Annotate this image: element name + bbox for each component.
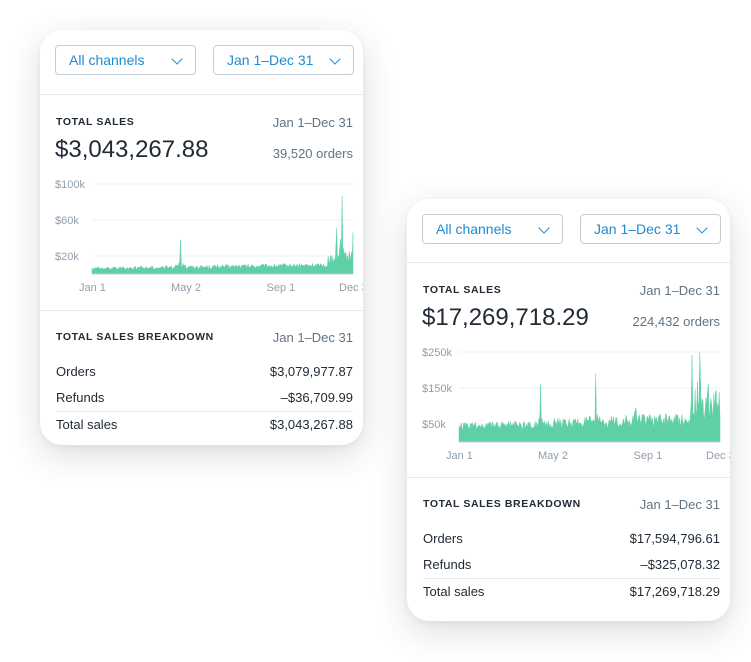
sales-area [458,351,721,443]
divider [40,94,363,95]
divider [407,262,730,263]
row-divider [423,578,720,579]
x-tick-label: Jan 1 [79,282,106,294]
channel-select-value: All channels [69,52,145,68]
breakdown-row-orders: Orders $3,079,977.87 [56,359,353,385]
chevron-down-icon [329,53,341,65]
channel-select-value: All channels [436,221,512,237]
sales-chart: $250k $150k $50k Jan 1 May 2 Sep 1 Dec 3 [422,344,730,464]
breakdown-row-refunds: Refunds –$325,078.32 [423,552,720,578]
row-label: Orders [56,364,96,379]
total-sales-title: TOTAL SALES [423,284,502,296]
chart-svg: $100k $60k $20k Jan 1 May 2 Sep 1 Dec 3 [55,179,363,294]
row-label: Total sales [56,417,118,432]
sales-card-1: All channels Jan 1–Dec 31 TOTAL SALES Ja… [40,30,363,445]
x-tick-label: Sep 1 [634,450,663,462]
row-divider [56,411,353,412]
row-label: Orders [423,531,463,546]
date-range-select[interactable]: Jan 1–Dec 31 [580,214,721,244]
date-range-select[interactable]: Jan 1–Dec 31 [213,45,354,75]
y-tick-label: $50k [422,419,446,431]
x-tick-label: May 2 [171,282,201,294]
breakdown-row-orders: Orders $17,594,796.61 [423,526,720,552]
breakdown-date: Jan 1–Dec 31 [272,330,353,345]
y-tick-label: $100k [55,179,85,191]
filters: All channels Jan 1–Dec 31 [55,45,354,77]
divider [407,477,730,478]
row-label: Total sales [423,584,485,599]
x-tick-label: Dec 3 [706,450,730,462]
total-sales-amount: $17,269,718.29 [422,304,589,331]
orders-count: 224,432 orders [632,314,720,329]
row-label: Refunds [56,390,105,405]
date-range-value: Jan 1–Dec 31 [227,52,314,68]
sales-chart: $100k $60k $20k Jan 1 May 2 Sep 1 Dec 3 [55,176,363,296]
y-tick-label: $250k [422,347,452,359]
y-tick-label: $60k [55,215,79,227]
x-tick-label: May 2 [538,450,568,462]
y-tick-label: $150k [422,383,452,395]
chart-svg: $250k $150k $50k Jan 1 May 2 Sep 1 Dec 3 [422,347,730,462]
chevron-down-icon [171,53,183,65]
divider [40,310,363,311]
x-tick-label: Jan 1 [446,450,473,462]
y-tick-label: $20k [55,251,79,263]
x-tick-label: Sep 1 [267,282,296,294]
channel-select[interactable]: All channels [422,214,563,244]
total-sales-amount: $3,043,267.88 [55,136,209,163]
breakdown-title: TOTAL SALES BREAKDOWN [423,498,581,510]
breakdown-title: TOTAL SALES BREAKDOWN [56,331,214,343]
chevron-down-icon [538,222,550,234]
breakdown-row-total: Total sales $3,043,267.88 [56,412,353,438]
chevron-down-icon [696,222,708,234]
channel-select[interactable]: All channels [55,45,196,75]
total-sales-date: Jan 1–Dec 31 [639,283,720,298]
total-sales-title: TOTAL SALES [56,116,135,128]
filters: All channels Jan 1–Dec 31 [422,214,721,246]
x-tick-label: Dec 3 [339,282,363,294]
breakdown-date: Jan 1–Dec 31 [639,497,720,512]
row-label: Refunds [423,557,472,572]
date-range-value: Jan 1–Dec 31 [594,221,681,237]
row-value: $17,269,718.29 [629,584,720,599]
total-sales-date: Jan 1–Dec 31 [272,115,353,130]
sales-card-2: All channels Jan 1–Dec 31 TOTAL SALES Ja… [407,199,730,621]
breakdown-row-refunds: Refunds –$36,709.99 [56,385,353,411]
row-value: –$36,709.99 [280,390,353,405]
sales-area [91,195,354,275]
row-value: $3,043,267.88 [269,417,353,432]
row-value: $17,594,796.61 [629,531,720,546]
row-value: $3,079,977.87 [269,364,353,379]
row-value: –$325,078.32 [640,557,720,572]
orders-count: 39,520 orders [272,146,353,161]
breakdown-row-total: Total sales $17,269,718.29 [423,579,720,605]
